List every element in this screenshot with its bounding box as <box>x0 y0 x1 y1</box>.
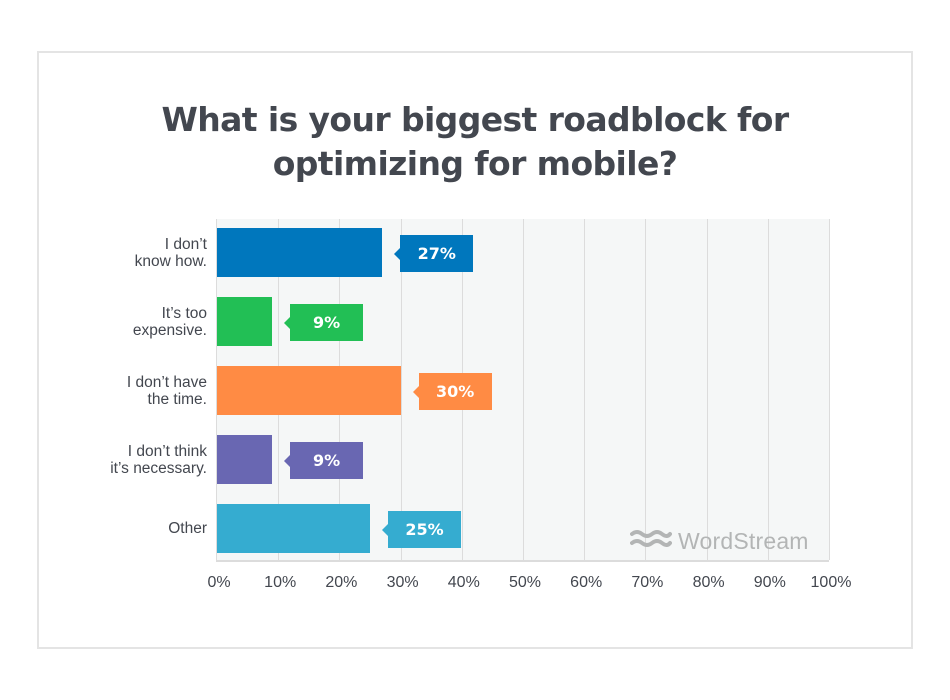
wave-icon <box>630 529 672 554</box>
x-tick-label: 80% <box>692 574 725 591</box>
wordstream-logo-text: WordStream <box>678 528 809 554</box>
category-label-line-2: the time. <box>147 390 207 408</box>
category-label-line-1: I don’t have <box>126 373 207 391</box>
plot-area: 27% 9% 30% 9% 25% <box>216 219 830 562</box>
bar <box>217 228 383 277</box>
x-tick-label: 40% <box>447 574 480 591</box>
value-label-text: 27% <box>417 244 456 263</box>
category-label-line-1: It’s too <box>161 304 207 322</box>
value-label-text: 25% <box>405 520 444 539</box>
gridline <box>400 219 402 560</box>
value-label: 25% <box>382 511 461 548</box>
gridline <box>829 219 830 560</box>
bar <box>217 297 273 346</box>
value-label: 27% <box>394 235 474 272</box>
category-label: I don’t have the time. <box>7 374 207 408</box>
gridline <box>767 219 769 560</box>
value-label-text: 9% <box>312 313 341 332</box>
pointer-arrow-icon <box>284 317 291 329</box>
category-label-line-2: expensive. <box>132 321 207 339</box>
x-tick-label: 90% <box>753 574 786 591</box>
chart-title: What is your biggest roadblock for optim… <box>0 98 950 186</box>
value-label: 30% <box>412 373 492 410</box>
category-label: I don’t think it’s necessary. <box>7 443 207 477</box>
gridline <box>523 219 524 560</box>
gridline <box>645 219 647 560</box>
category-label: Other <box>7 520 207 537</box>
pointer-arrow-icon <box>412 386 419 398</box>
x-tick-label: 0% <box>207 574 231 591</box>
category-label-line-2: it’s necessary. <box>110 459 207 477</box>
value-label-text: 30% <box>435 382 475 401</box>
bar <box>217 435 273 484</box>
x-tick-label: 100% <box>810 574 852 591</box>
x-tick-label: 50% <box>508 574 542 591</box>
x-tick-label: 70% <box>631 574 664 591</box>
x-tick-label: 20% <box>325 574 358 591</box>
value-label-text: 9% <box>312 451 341 470</box>
x-tick-label: 30% <box>386 574 419 591</box>
chart-title-line-1: What is your biggest roadblock for <box>161 100 789 139</box>
pointer-arrow-icon <box>382 524 388 536</box>
wordstream-logo: WordStream <box>630 527 809 555</box>
bar <box>217 366 401 415</box>
bar <box>217 504 370 553</box>
category-label: I don’t know how. <box>7 236 207 270</box>
category-label-line-1: I don’t <box>164 235 207 253</box>
chart-title-line-2: optimizing for mobile? <box>272 144 678 183</box>
gridline <box>706 219 708 560</box>
x-tick-label: 10% <box>264 574 297 591</box>
category-label-line-1: Other <box>168 520 207 537</box>
category-label-line-2: know how. <box>134 252 207 270</box>
category-label: It’s too expensive. <box>7 305 207 339</box>
value-label: 9% <box>284 304 364 341</box>
value-label: 9% <box>284 442 364 479</box>
pointer-arrow-icon <box>394 248 401 260</box>
x-tick-label: 60% <box>570 574 603 591</box>
pointer-arrow-icon <box>284 455 291 467</box>
category-label-line-1: I don’t think <box>127 442 207 460</box>
gridline <box>584 219 586 560</box>
